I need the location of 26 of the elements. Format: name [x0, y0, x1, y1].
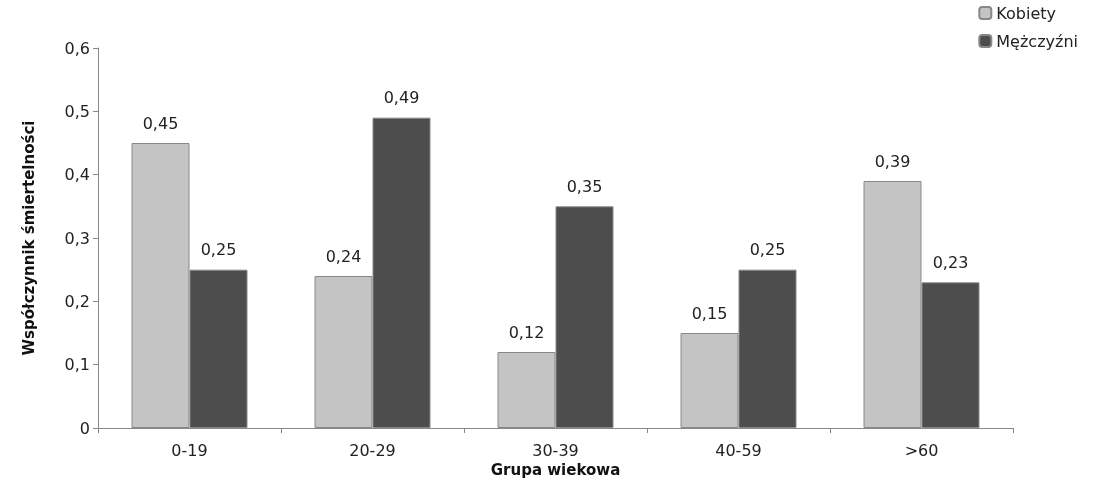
- y-tick-label: 0,1: [64, 355, 90, 375]
- legend-label: Mężczyźni: [996, 31, 1079, 51]
- x-tick-label: 40-59: [715, 440, 762, 460]
- data-label: 0,12: [508, 322, 545, 342]
- y-tick-label: 0,3: [64, 228, 90, 248]
- y-tick-label: 0,4: [64, 165, 90, 185]
- x-axis-title: Grupa wiekowa: [490, 461, 621, 480]
- x-tick-label: 20-29: [349, 440, 396, 460]
- x-tick-label: 0-19: [171, 440, 208, 460]
- data-label: 0,45: [142, 113, 179, 133]
- data-label: 0,35: [566, 176, 603, 196]
- y-axis-title: Współczynnik śmiertelności: [19, 120, 38, 356]
- data-label: 0,15: [691, 303, 728, 323]
- data-label: 0,24: [325, 246, 362, 266]
- data-label: 0,25: [200, 240, 237, 260]
- y-tick-label: 0,5: [64, 101, 90, 121]
- legend-label: Kobiety: [996, 3, 1056, 23]
- y-tick-label: 0,6: [64, 38, 90, 58]
- y-tick-label: 0: [79, 418, 90, 438]
- data-label: 0,23: [932, 252, 969, 272]
- x-tick-label: 30-39: [532, 440, 579, 460]
- data-label: 0,49: [383, 88, 420, 108]
- y-tick-label: 0,2: [64, 291, 90, 311]
- x-tick-label: >60: [904, 440, 939, 460]
- data-label: 0,25: [749, 240, 786, 260]
- data-label: 0,39: [874, 151, 911, 171]
